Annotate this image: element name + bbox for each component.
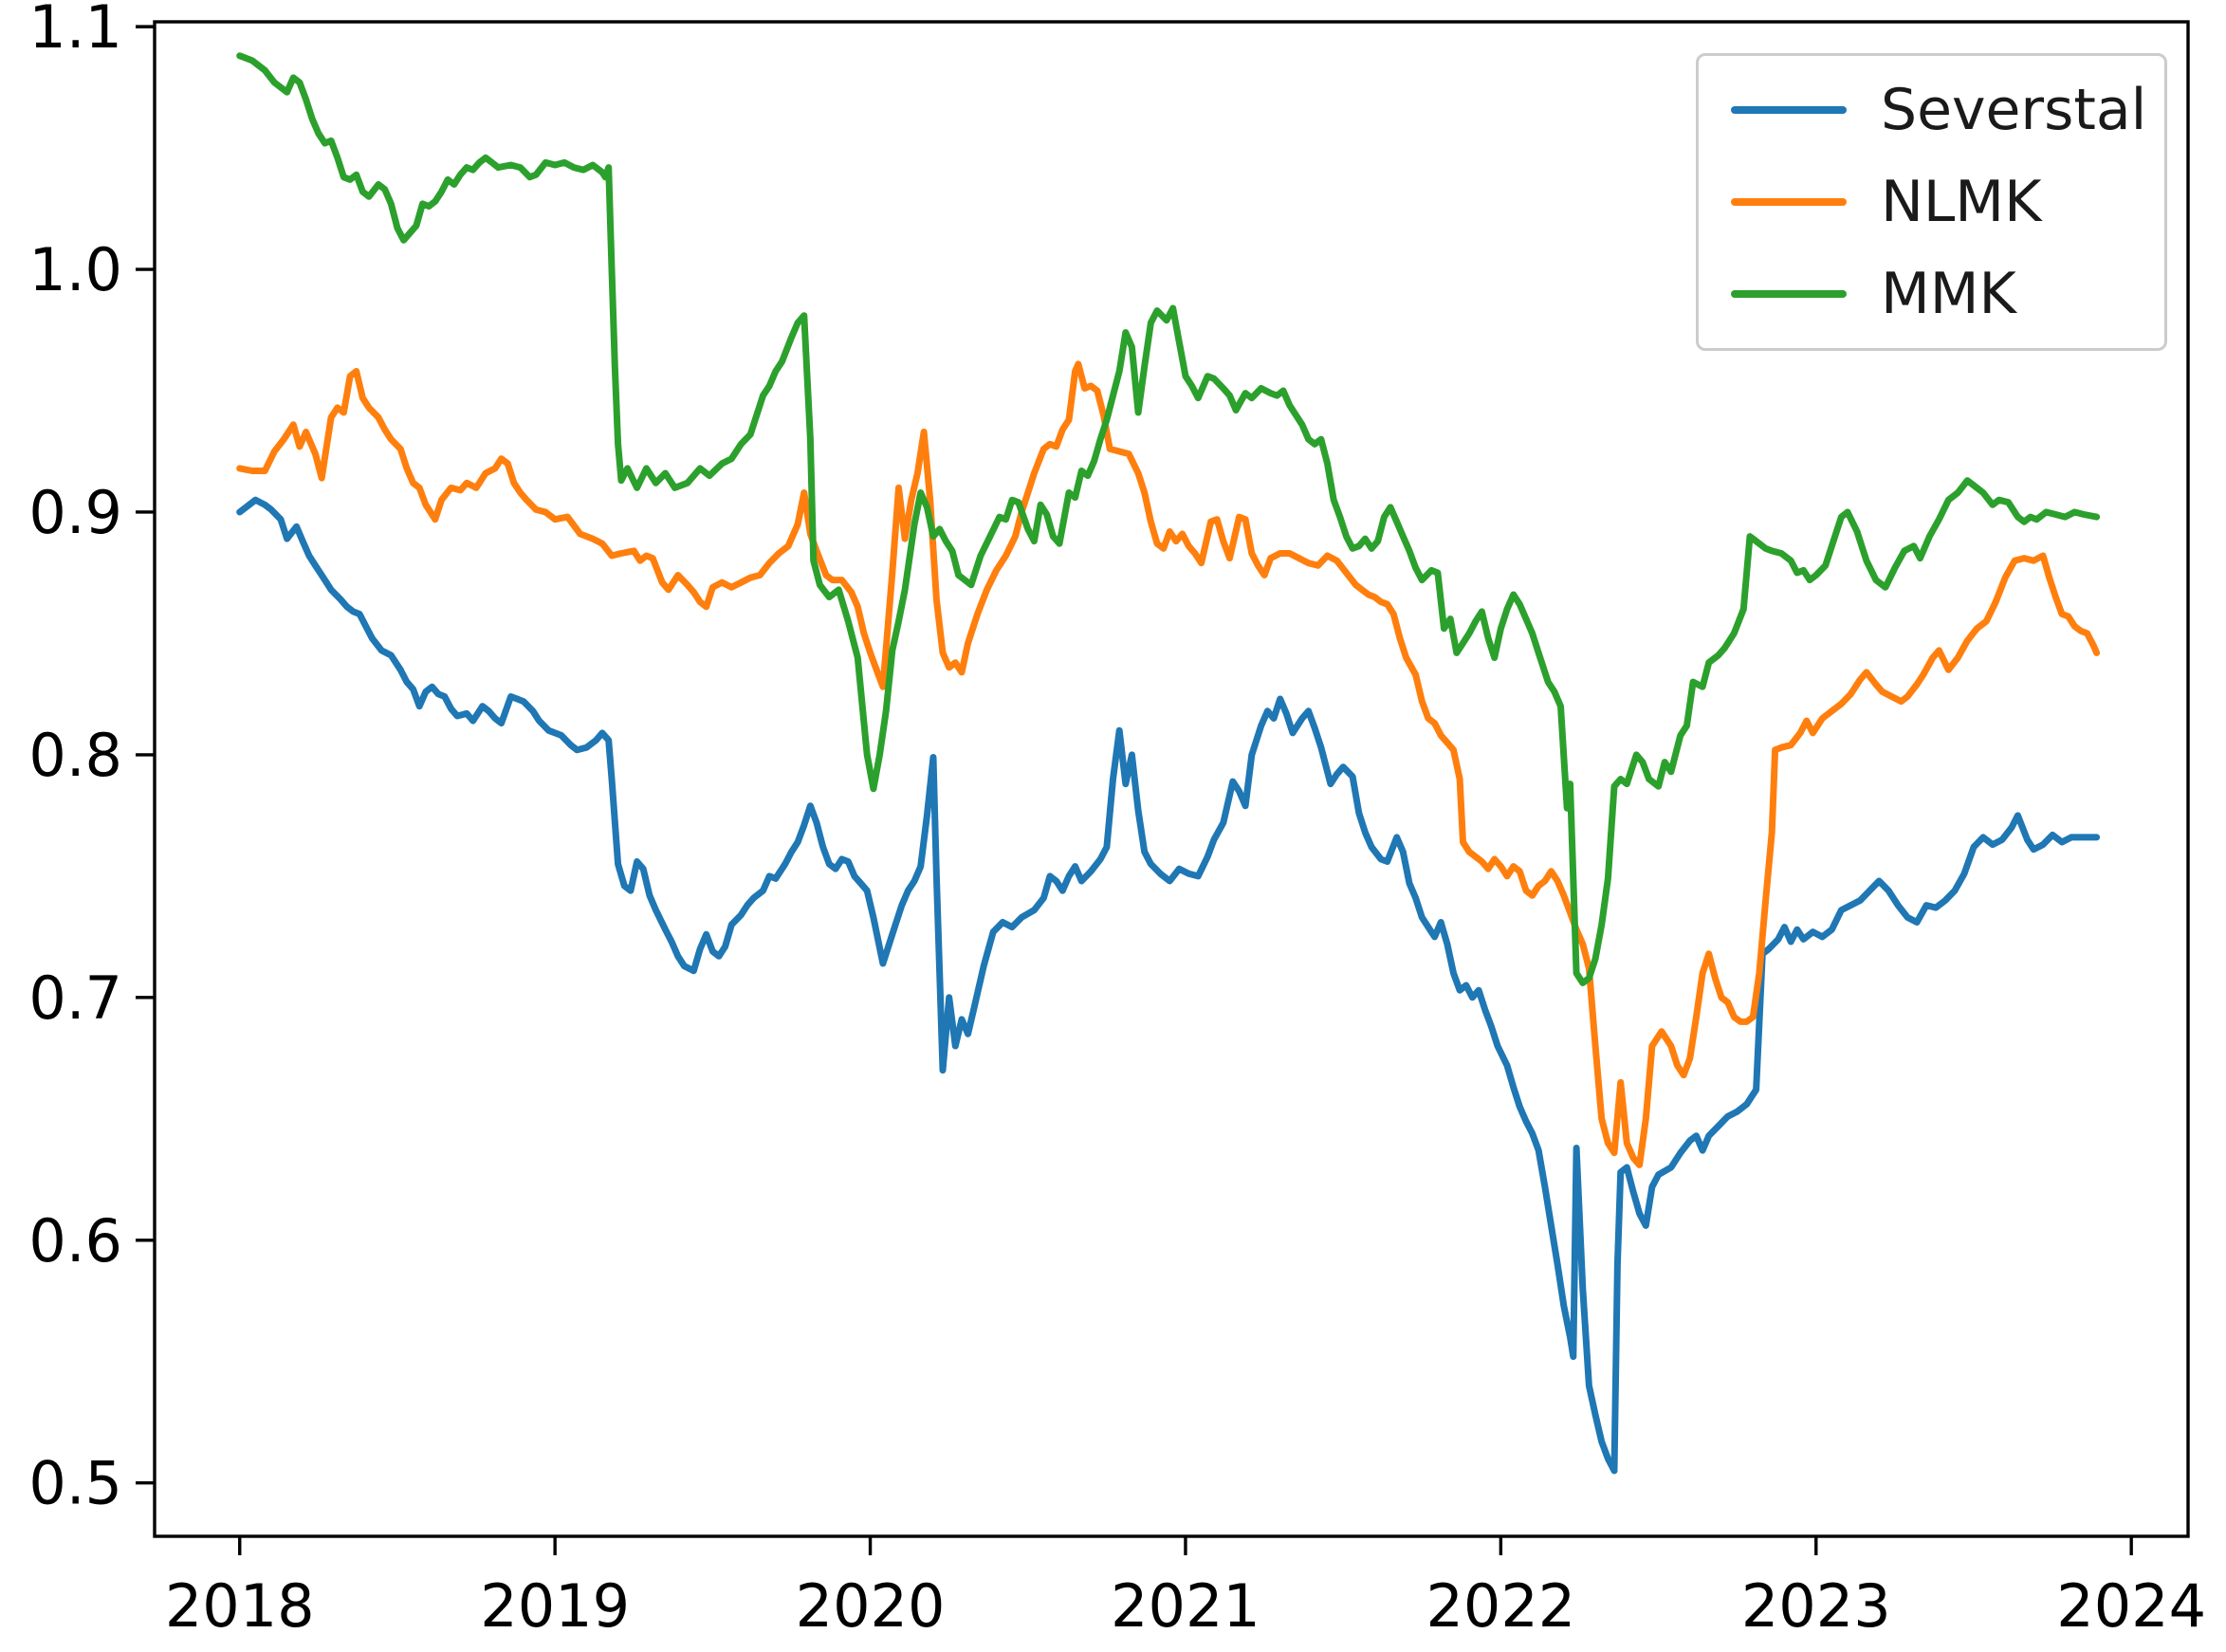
series-line-severstal: [236, 496, 2101, 1475]
nlmk-line-sample: [1731, 198, 1847, 206]
x-tick-label: 2018: [165, 1571, 315, 1641]
y-tick-label: 0.7: [28, 964, 122, 1033]
series-line-nlmk: [236, 360, 2101, 1168]
series-line-mmk: [236, 52, 2101, 986]
legend-label-mmk: MMK: [1881, 261, 2016, 327]
x-tick-label: 2024: [2056, 1571, 2206, 1641]
severstal-line-sample: [1731, 106, 1847, 114]
x-tick-label: 2021: [1111, 1571, 1260, 1641]
legend-item-severstal[interactable]: Severstal: [1731, 66, 2164, 154]
y-tick-label: 0.6: [28, 1206, 122, 1276]
legend-item-nlmk[interactable]: NLMK: [1731, 158, 2164, 246]
legend-item-mmk[interactable]: MMK: [1731, 250, 2164, 338]
y-tick-label: 0.9: [28, 478, 122, 547]
legend-label-nlmk: NLMK: [1881, 169, 2042, 235]
y-tick-label: 1.0: [28, 235, 122, 304]
y-tick-label: 0.8: [28, 721, 122, 790]
legend: Severstal NLMK MMK: [1696, 53, 2167, 351]
mmk-line-sample: [1731, 290, 1847, 298]
x-tick-label: 2023: [1741, 1571, 1891, 1641]
x-tick-label: 2019: [480, 1571, 630, 1641]
y-tick-label: 1.1: [28, 0, 122, 62]
legend-label-severstal: Severstal: [1881, 77, 2147, 143]
plot-frame: [153, 20, 2190, 1538]
x-tick-label: 2022: [1426, 1571, 1575, 1641]
x-tick-label: 2020: [796, 1571, 946, 1641]
y-tick-label: 0.5: [28, 1449, 122, 1518]
